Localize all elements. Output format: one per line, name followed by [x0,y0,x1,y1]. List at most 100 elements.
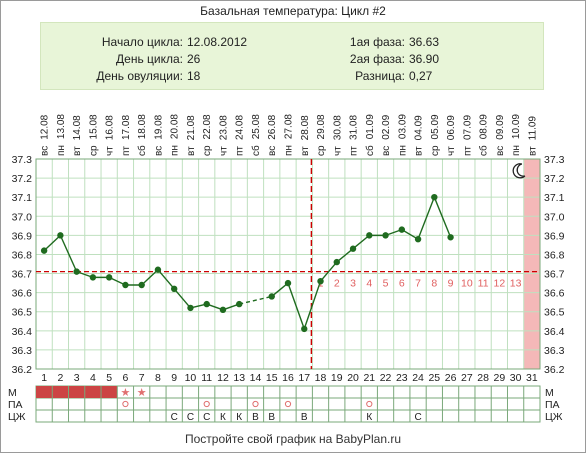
x-date-label: пт 17.08 [121,115,132,156]
y-tick-label-left: 37.3 [12,154,33,166]
phase1-value: 36.63 [409,35,440,49]
row-pa-label-right: ПА [545,399,560,411]
phase1-label: 1ая фаза: [349,35,405,49]
date-label: 21.08 [186,115,197,140]
footer-link[interactable]: Постройте свой график на BabyPlan.ru [184,432,402,446]
cervical-mark: С [414,412,421,423]
series-line [271,282,289,297]
data-point [57,232,64,239]
data-point [349,245,357,252]
x-date-label: вс 19.08 [153,114,164,156]
x-day-number: 19 [331,372,343,384]
data-point [89,274,97,281]
series-line [303,280,322,330]
x-date-label: пн 03.09 [397,114,408,156]
phase2-day-number: 2 [334,278,340,290]
cervical-mark: К [366,412,372,423]
date-label: 11.09 [527,116,538,141]
date-label: 03.09 [397,114,408,139]
x-day-number: 28 [477,372,489,384]
y-tick-label-right: 36.8 [544,249,565,261]
x-day-number: 3 [74,372,80,384]
series-gap-line [239,295,272,305]
moon-icon [512,163,526,179]
date-label: 19.08 [153,114,164,139]
data-point [154,266,162,273]
chart-title: Базальная температура: Цикл #2 [200,4,386,18]
y-tick-label-left: 37.2 [12,173,33,185]
y-tick-label-right: 36.7 [544,269,565,281]
cycle-start-label: Начало цикла: [101,35,183,49]
weekday-label: пн [284,145,295,156]
y-tick-label-right: 36.4 [544,326,565,338]
y-tick-label-left: 37.1 [12,192,33,204]
weekday-label: вс [381,146,392,156]
data-point [40,247,48,254]
weekday-label: вт [527,146,538,156]
weekday-label: вс [495,146,506,156]
weekday-label: пн [56,145,67,156]
x-day-number: 21 [363,372,375,384]
series-line [336,248,354,263]
phase2-label: 2ая фаза: [349,52,405,66]
phase2-day-number: 6 [399,278,405,290]
data-point [73,268,80,275]
y-tick-label-right: 36.5 [544,307,565,319]
weekday-label: чт [332,146,343,156]
y-tick-label-right: 37.0 [544,211,565,223]
x-date-label: сб 01.09 [364,114,376,156]
date-label: 30.08 [332,115,343,140]
cycle-day-label: День цикла: [116,52,183,66]
x-date-label: ср 05.09 [430,114,441,156]
circle-marker-icon [284,400,292,408]
x-date-label: вт 04.09 [414,115,425,156]
y-tick-label-left: 36.3 [12,345,33,357]
weekday-label: сб [250,145,262,156]
difference-label: Разница: [355,69,405,83]
y-tick-label-right: 36.3 [544,345,565,357]
x-day-number: 16 [282,372,294,384]
circle-marker-icon [122,400,129,408]
x-day-number: 13 [233,372,245,384]
weekday-label: сб [364,145,376,156]
x-day-number: 25 [428,372,440,384]
data-point [187,304,194,312]
weekday-label: пт [121,146,132,156]
x-day-number: 1 [41,372,47,384]
weekday-label: вт [414,146,425,156]
row-cj-label-left: ЦЖ [8,411,26,423]
weekday-label: вс [40,146,51,156]
y-tick-label-right: 37.1 [544,192,565,204]
data-point [301,325,308,333]
x-date-label: чт 23.08 [218,115,229,156]
y-tick-label-left: 36.8 [12,249,33,261]
weekday-label: чт [446,146,457,156]
x-date-label: вс 26.08 [267,114,278,156]
y-tick-label-left: 37.0 [12,211,33,223]
data-point [447,234,454,241]
x-date-label: пт 24.08 [235,115,246,156]
weekday-label: ср [88,145,99,156]
phase2-day-number: 7 [415,278,421,290]
series-line [319,261,338,282]
cervical-mark: В [268,412,275,423]
weekday-label: пт [235,146,246,156]
data-point [236,300,243,308]
date-label: 09.09 [495,114,506,139]
weekday-label: вт [300,146,311,156]
data-point [268,293,275,300]
data-point [431,193,438,201]
x-day-number: 9 [171,372,177,384]
y-tick-label-right: 37.3 [544,154,565,166]
series-line [433,196,452,238]
weekday-label: чт [218,146,229,156]
date-label: 15.08 [88,114,99,139]
date-label: 31.08 [349,115,360,140]
series-line [59,235,78,272]
x-day-number: 8 [155,372,161,384]
x-day-number: 7 [139,372,145,384]
x-date-label: ср 29.08 [316,114,327,156]
x-day-number: 29 [494,372,506,384]
x-date-label: вт 21.08 [186,115,197,156]
menses-bar [36,386,118,398]
